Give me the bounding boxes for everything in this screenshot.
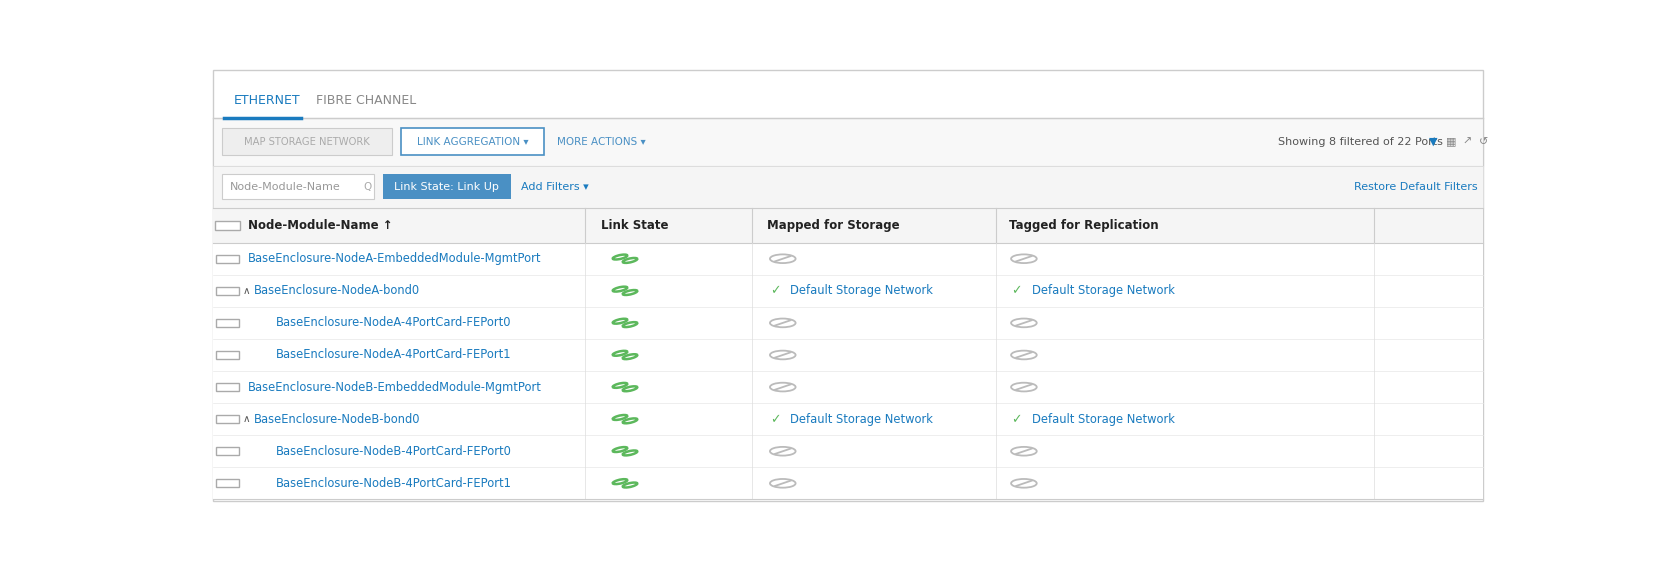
FancyBboxPatch shape xyxy=(213,118,1483,166)
Text: LINK AGGREGATION ▾: LINK AGGREGATION ▾ xyxy=(417,137,528,147)
Text: Tagged for Replication: Tagged for Replication xyxy=(1008,219,1158,232)
Text: ✓: ✓ xyxy=(1011,412,1021,425)
Text: FIBRE CHANNEL: FIBRE CHANNEL xyxy=(316,94,415,107)
FancyBboxPatch shape xyxy=(213,467,1483,499)
Text: MORE ACTIONS ▾: MORE ACTIONS ▾ xyxy=(558,137,645,147)
Text: BaseEnclosure-NodeA-4PortCard-FEPort0: BaseEnclosure-NodeA-4PortCard-FEPort0 xyxy=(276,316,511,329)
FancyBboxPatch shape xyxy=(215,221,240,229)
Text: ✓: ✓ xyxy=(770,412,781,425)
FancyBboxPatch shape xyxy=(401,128,544,155)
FancyBboxPatch shape xyxy=(213,275,1483,307)
Text: BaseEnclosure-NodeB-4PortCard-FEPort0: BaseEnclosure-NodeB-4PortCard-FEPort0 xyxy=(276,445,511,458)
FancyBboxPatch shape xyxy=(215,287,238,295)
Text: BaseEnclosure-NodeA-EmbeddedModule-MgmtPort: BaseEnclosure-NodeA-EmbeddedModule-MgmtP… xyxy=(248,252,541,265)
Text: Restore Default Filters: Restore Default Filters xyxy=(1354,182,1478,192)
FancyBboxPatch shape xyxy=(213,339,1483,371)
FancyBboxPatch shape xyxy=(213,70,1483,501)
Text: Default Storage Network: Default Storage Network xyxy=(1031,412,1175,425)
FancyBboxPatch shape xyxy=(213,307,1483,339)
Text: Default Storage Network: Default Storage Network xyxy=(1031,284,1175,297)
Text: ETHERNET: ETHERNET xyxy=(233,94,301,107)
Text: BaseEnclosure-NodeB-bond0: BaseEnclosure-NodeB-bond0 xyxy=(255,412,420,425)
Text: ✓: ✓ xyxy=(1011,284,1021,297)
Text: Showing 8 filtered of 22 Ports: Showing 8 filtered of 22 Ports xyxy=(1278,137,1443,147)
FancyBboxPatch shape xyxy=(222,128,392,155)
FancyBboxPatch shape xyxy=(215,447,238,455)
Text: ✓: ✓ xyxy=(770,284,781,297)
Text: Link State: Link State xyxy=(601,219,669,232)
Text: Default Storage Network: Default Storage Network xyxy=(791,412,933,425)
FancyBboxPatch shape xyxy=(215,383,238,391)
Text: ∧: ∧ xyxy=(243,286,250,296)
Text: Default Storage Network: Default Storage Network xyxy=(791,284,933,297)
Text: MAP STORAGE NETWORK: MAP STORAGE NETWORK xyxy=(243,137,369,147)
Text: ↗: ↗ xyxy=(1463,137,1471,147)
FancyBboxPatch shape xyxy=(222,174,374,199)
Text: Node-Module-Name ↑: Node-Module-Name ↑ xyxy=(248,219,392,232)
Text: Q: Q xyxy=(364,182,372,192)
FancyBboxPatch shape xyxy=(215,255,238,263)
Text: ∧: ∧ xyxy=(243,414,250,424)
FancyBboxPatch shape xyxy=(215,415,238,423)
Text: BaseEnclosure-NodeA-bond0: BaseEnclosure-NodeA-bond0 xyxy=(255,284,420,297)
FancyBboxPatch shape xyxy=(382,174,511,199)
Text: BaseEnclosure-NodeA-4PortCard-FEPort1: BaseEnclosure-NodeA-4PortCard-FEPort1 xyxy=(276,349,511,362)
Text: Mapped for Storage: Mapped for Storage xyxy=(768,219,900,232)
FancyBboxPatch shape xyxy=(215,319,238,327)
Text: Node-Module-Name: Node-Module-Name xyxy=(230,182,341,192)
FancyBboxPatch shape xyxy=(213,166,1483,208)
Text: ↺: ↺ xyxy=(1480,137,1488,147)
Text: Link State: Link Up: Link State: Link Up xyxy=(394,182,500,192)
FancyBboxPatch shape xyxy=(213,371,1483,403)
Text: BaseEnclosure-NodeB-EmbeddedModule-MgmtPort: BaseEnclosure-NodeB-EmbeddedModule-MgmtP… xyxy=(248,381,541,394)
FancyBboxPatch shape xyxy=(215,480,238,487)
Text: BaseEnclosure-NodeB-4PortCard-FEPort1: BaseEnclosure-NodeB-4PortCard-FEPort1 xyxy=(276,477,511,490)
FancyBboxPatch shape xyxy=(215,351,238,359)
FancyBboxPatch shape xyxy=(213,243,1483,275)
FancyBboxPatch shape xyxy=(213,403,1483,435)
Text: ▼: ▼ xyxy=(1430,137,1438,147)
FancyBboxPatch shape xyxy=(213,208,1483,243)
FancyBboxPatch shape xyxy=(213,435,1483,467)
Text: Add Filters ▾: Add Filters ▾ xyxy=(521,182,589,192)
Text: ▦: ▦ xyxy=(1446,137,1456,147)
